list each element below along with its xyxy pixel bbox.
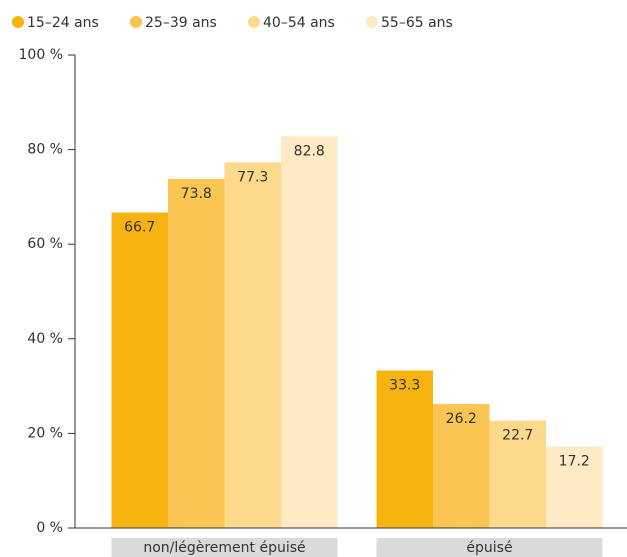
value-label: 33.3 [389,377,420,393]
legend-label: 55–65 ans [381,15,453,31]
legend-swatch [12,16,24,28]
y-tick-label: 80 % [27,142,63,158]
legend-label: 25–39 ans [145,15,217,31]
value-label: 82.8 [294,143,325,159]
value-label: 66.7 [124,220,155,236]
legend-swatch [130,16,142,28]
bar [281,136,338,528]
x-tick-label: épuisé [466,540,512,556]
bar [168,178,225,528]
legend-label: 15–24 ans [27,15,99,31]
y-tick-label: 40 % [27,331,63,347]
bar [111,212,168,528]
legend-swatch [366,16,378,28]
bar [433,404,490,528]
category-box [111,538,338,557]
y-tick-label: 60 % [27,236,63,252]
value-label: 77.3 [237,169,268,185]
bar [489,420,546,528]
x-tick-label: non/légèrement épuisé [143,540,305,556]
bar [224,162,281,528]
value-label: 22.7 [502,428,533,444]
value-label: 17.2 [559,454,590,470]
y-tick-label: 20 % [27,425,63,441]
bar [376,370,433,528]
bar [546,446,603,528]
value-label: 26.2 [446,411,477,427]
y-tick-label: 100 % [19,47,63,63]
y-tick-label: 0 % [36,520,63,536]
legend-swatch [248,16,260,28]
category-box [376,538,603,557]
value-label: 73.8 [181,186,212,202]
legend-label: 40–54 ans [263,15,335,31]
